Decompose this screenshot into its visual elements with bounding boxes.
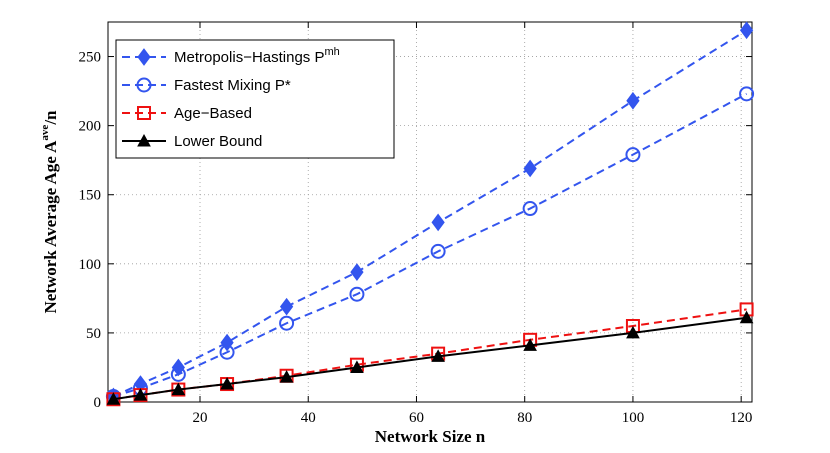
data-point [220, 376, 234, 390]
axis-ticks: 20 40 60 80 100 120 0 50 100 150 200 250 [79, 22, 753, 426]
plot-area [107, 21, 753, 403]
legend-label-sup: mh [324, 46, 339, 58]
legend-entry: Lower Bound [122, 133, 262, 150]
legend-marker [137, 48, 151, 66]
data-point [625, 147, 641, 163]
data-point [523, 159, 537, 178]
data-point [430, 243, 446, 259]
legend-label-main: Metropolis−Hastings P [174, 49, 324, 66]
x-tick-label: 40 [301, 410, 316, 426]
legend-label-main: Lower Bound [174, 133, 262, 150]
data-point [739, 310, 754, 324]
x-axis-title: Network Size n [375, 427, 486, 446]
y-axis-title-main: Network Average Age A [41, 140, 60, 314]
series-2 [106, 302, 754, 407]
data-point [350, 263, 364, 281]
legend-marker [137, 106, 151, 120]
legend-entry: Metropolis−Hastings Pmh [122, 46, 340, 66]
data-point [350, 360, 364, 373]
x-tick-label: 120 [730, 410, 753, 426]
y-axis-title-suffix: /n [41, 110, 60, 126]
data-point [522, 201, 538, 217]
legend-label-main: Age−Based [174, 105, 252, 122]
x-tick-label: 80 [517, 410, 532, 426]
legend-entry: Fastest Mixing P* [122, 77, 291, 94]
data-point [349, 286, 365, 302]
legend-entry: Age−Based [122, 105, 252, 122]
data-point [523, 338, 537, 351]
legend-box [115, 39, 395, 159]
legend-label: Metropolis−Hastings Pmh [174, 46, 340, 66]
data-point [739, 86, 755, 102]
series-group [105, 21, 755, 407]
data-point [279, 297, 294, 316]
data-point [739, 21, 754, 40]
legend-label: Age−Based [174, 105, 252, 122]
y-tick-label: 150 [79, 188, 102, 204]
y-axis-title-sup: ave [39, 125, 51, 141]
y-tick-label: 50 [86, 326, 101, 342]
series-3 [106, 310, 754, 405]
series-line [113, 316, 747, 401]
data-point [279, 315, 295, 331]
data-point [431, 213, 445, 232]
x-tick-label: 20 [193, 410, 208, 426]
data-point [626, 91, 640, 110]
data-point [279, 370, 294, 383]
legend-label: Fastest Mixing P* [174, 77, 291, 94]
y-axis-title: Network Average Age Aave/n [39, 110, 60, 314]
series-line [113, 92, 748, 398]
series-line [112, 29, 748, 398]
legend-label: Lower Bound [174, 133, 262, 150]
legend-marker [137, 133, 151, 147]
data-point [133, 388, 148, 401]
y-tick-label: 0 [94, 395, 102, 411]
data-point [170, 366, 186, 382]
y-tick-label: 200 [79, 119, 102, 135]
x-tick-label: 100 [622, 410, 645, 426]
legend: Metropolis−Hastings Pmh Fastest Mixing P*… [115, 39, 395, 159]
legend-label-main: Fastest Mixing P* [174, 77, 291, 94]
data-point [171, 382, 186, 396]
legend-marker [136, 77, 152, 93]
data-point [626, 325, 640, 339]
data-point [431, 349, 445, 362]
y-tick-label: 100 [79, 257, 102, 273]
y-tick-label: 250 [79, 50, 102, 66]
data-point [219, 344, 235, 360]
data-point [106, 392, 121, 405]
x-tick-label: 60 [409, 410, 424, 426]
